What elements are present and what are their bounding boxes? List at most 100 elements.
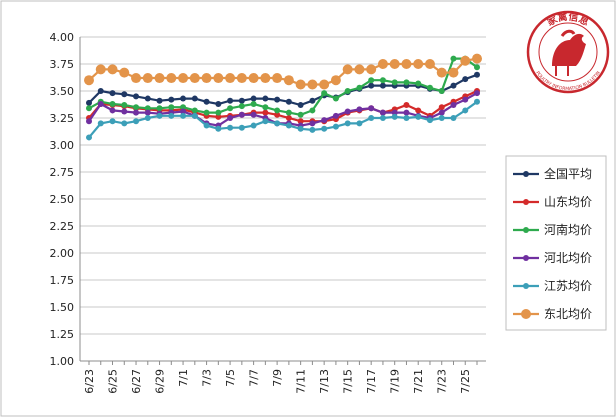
data-point (307, 79, 318, 90)
data-point (295, 79, 306, 90)
data-point (109, 107, 116, 114)
data-point (415, 107, 422, 114)
data-point (248, 73, 259, 84)
data-point (332, 123, 339, 130)
x-tick-label: 7/1 (177, 369, 190, 387)
data-point (474, 71, 480, 78)
x-tick-label: 7/17 (365, 369, 378, 394)
data-point (379, 82, 386, 89)
data-point (238, 111, 245, 118)
x-tick-label: 7/5 (224, 369, 237, 387)
data-point (424, 59, 435, 69)
legend-label: 山东均价 (544, 195, 592, 209)
x-tick-label: 7/19 (389, 369, 402, 394)
data-point (462, 96, 469, 103)
data-point (403, 115, 410, 121)
series-5 (84, 53, 482, 90)
data-point (95, 64, 106, 75)
data-point (133, 93, 140, 100)
data-point (344, 88, 351, 94)
x-tick-label: 7/7 (248, 369, 261, 387)
data-point (319, 79, 330, 90)
data-point (213, 73, 224, 84)
data-point (438, 109, 445, 116)
data-point (356, 120, 363, 127)
data-point (191, 107, 198, 114)
y-tick-label: 1.25 (50, 328, 75, 341)
data-point (168, 112, 175, 119)
data-point (191, 95, 198, 102)
x-tick-label: 7/15 (342, 369, 355, 394)
data-point (321, 90, 328, 97)
data-point (366, 64, 377, 75)
y-tick-label: 3.50 (50, 85, 75, 98)
data-point (154, 73, 165, 84)
data-point (86, 134, 92, 141)
data-point (474, 90, 480, 97)
data-point (203, 109, 210, 116)
data-point (450, 55, 457, 62)
legend-box (505, 155, 607, 331)
data-point (227, 124, 234, 131)
data-point (156, 97, 163, 104)
series-line (88, 73, 478, 107)
data-point (438, 104, 445, 111)
data-point (215, 125, 222, 132)
data-point (227, 97, 234, 104)
data-point (285, 98, 292, 105)
data-point (321, 125, 328, 132)
data-point (215, 100, 222, 107)
x-tick-label: 6/29 (154, 369, 167, 394)
series-line (88, 57, 478, 86)
data-point (144, 115, 151, 121)
legend-swatch-marker (521, 309, 531, 319)
y-tick-label: 3.75 (50, 58, 75, 71)
data-point (368, 105, 375, 112)
data-point (272, 73, 283, 84)
data-point (354, 64, 365, 75)
x-tick-label: 7/11 (295, 369, 308, 394)
data-point (215, 109, 222, 116)
data-point (203, 122, 210, 129)
data-point (297, 118, 304, 125)
series-line (88, 57, 478, 116)
data-point (368, 115, 375, 121)
data-point (238, 124, 245, 131)
y-tick-label: 3.25 (50, 112, 75, 125)
data-point (462, 76, 469, 83)
y-tick-label: 1.00 (50, 355, 75, 368)
data-point (250, 111, 257, 118)
data-point (415, 80, 422, 87)
data-point (215, 113, 222, 120)
data-point (262, 118, 269, 125)
data-point (121, 102, 128, 109)
data-point (438, 88, 445, 94)
data-point (144, 105, 151, 112)
data-point (379, 115, 386, 121)
data-point (121, 108, 128, 115)
data-point (391, 113, 398, 120)
data-point (450, 102, 457, 109)
data-point (121, 91, 128, 98)
data-point (474, 64, 480, 71)
data-point (142, 73, 153, 84)
data-point (332, 112, 339, 119)
data-point (156, 112, 163, 119)
x-tick-label: 6/25 (107, 369, 120, 394)
data-point (250, 122, 257, 129)
data-point (389, 59, 400, 69)
data-point (448, 67, 459, 78)
data-point (86, 118, 92, 125)
data-point (86, 99, 92, 106)
data-point (97, 88, 104, 94)
data-point (274, 111, 281, 118)
legend-swatch-marker (523, 283, 529, 289)
data-point (403, 102, 410, 109)
y-axis-ticks: 1.00 1.25 1.50 1.75 2.00 2.25 2.50 2.75 3.00 3.25… (50, 31, 75, 368)
data-point (472, 53, 482, 64)
x-axis-ticks: 6/23 6/25 6/27 6/29 7/1 7/3 7/5 7/7 7/9 7/11 7/13 7… (83, 361, 478, 394)
data-point (297, 111, 304, 118)
data-point (84, 75, 94, 86)
